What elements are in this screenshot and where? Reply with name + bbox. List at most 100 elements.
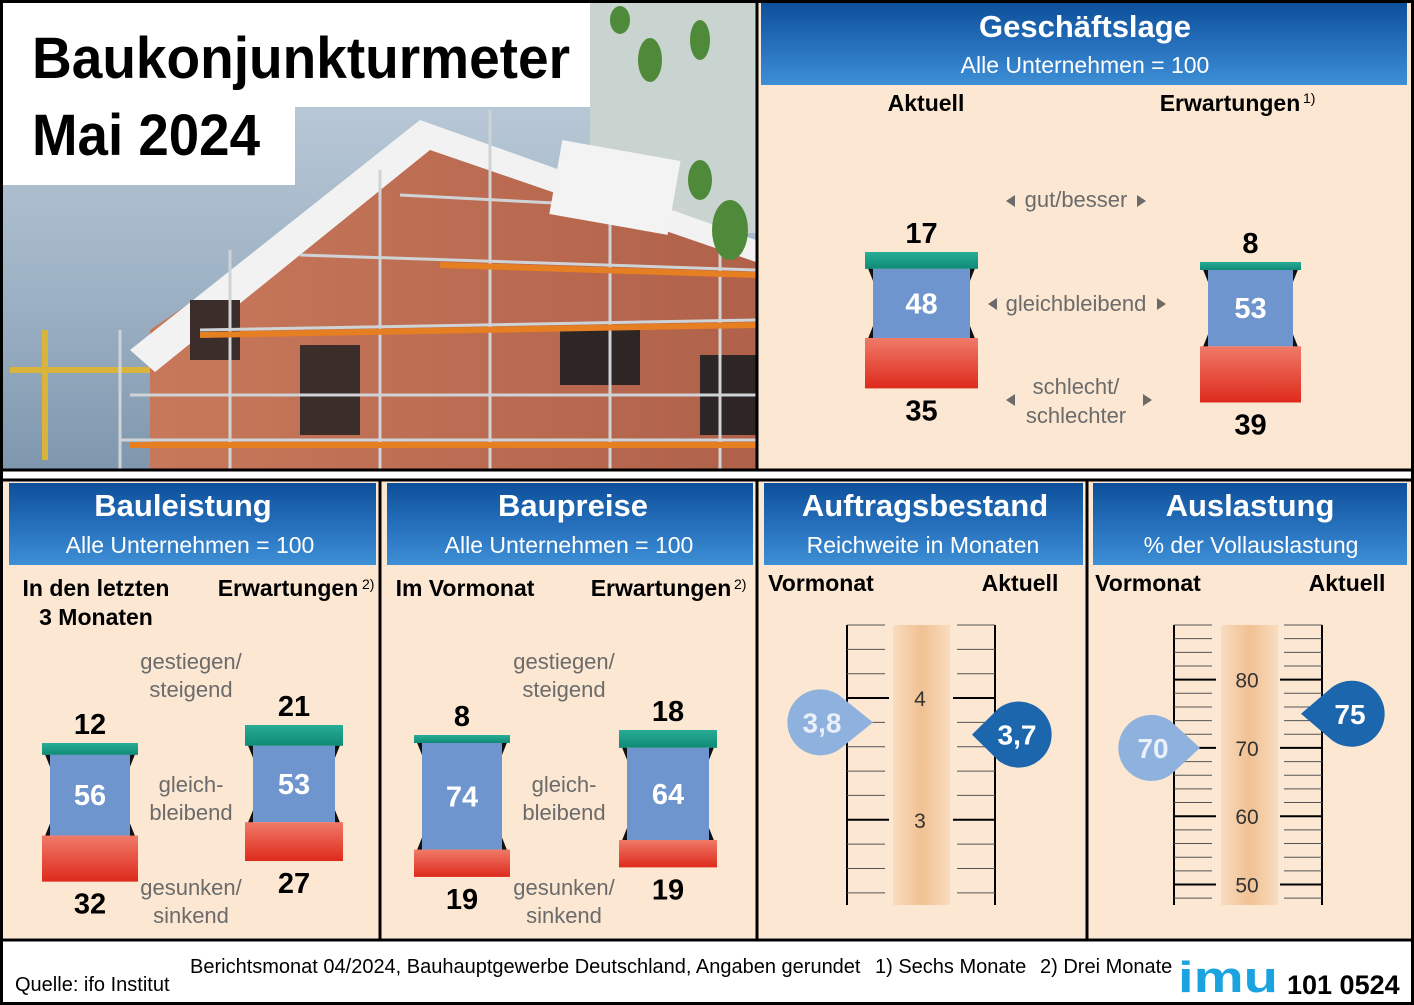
row-label-schlecht-1: schlecht/ bbox=[1033, 374, 1121, 399]
footnote-marker-2-baupreise: 2) bbox=[734, 576, 746, 592]
gauge-tick-label: 4 bbox=[914, 688, 926, 711]
bar-segment-mid bbox=[422, 743, 502, 850]
col-label-letzte-3-monate-1: In den letzten bbox=[23, 575, 170, 601]
subtitle-auftragsbestand: Reichweite in Monaten bbox=[807, 532, 1040, 558]
row-label-steigend: steigend bbox=[149, 677, 232, 702]
row-label-steigend-bp: steigend bbox=[522, 677, 605, 702]
gauge-marker-aktuell-drop bbox=[1301, 680, 1385, 747]
col-label-aktuell-auftrag: Aktuell bbox=[982, 570, 1059, 596]
bar-baupreise-1: 18 64 19 bbox=[619, 696, 717, 906]
value-label-mid: 64 bbox=[652, 779, 684, 811]
value-label-mid: 53 bbox=[278, 769, 310, 801]
footer-footnote-2: 2) Drei Monate bbox=[1040, 956, 1172, 978]
footer-footnote-1: 1) Sechs Monate bbox=[875, 956, 1026, 978]
gauge-tick-label: 70 bbox=[1235, 738, 1258, 761]
header-auftragsbestand: Auftragsbestand Reichweite in Monaten bbox=[764, 483, 1083, 565]
col-label-vormonat-auslastung: Vormonat bbox=[1095, 570, 1201, 596]
value-label-bottom: 19 bbox=[446, 884, 478, 916]
imu-logo: imu bbox=[1178, 953, 1278, 1002]
header-bauleistung: Bauleistung Alle Unternehmen = 100 bbox=[9, 483, 376, 565]
row-label-schlecht-2: schlechter bbox=[1026, 403, 1126, 428]
bar-segment-top bbox=[1200, 262, 1301, 270]
footer-source: Quelle: ifo Institut bbox=[15, 974, 170, 996]
gauge-marker-vormonat-value: 3,8 bbox=[803, 707, 842, 738]
bar-segment-bottom bbox=[865, 337, 978, 389]
bar-segment-top bbox=[42, 743, 138, 755]
row-label-bleibend-bp: bleibend bbox=[522, 800, 605, 825]
value-label-mid: 53 bbox=[1234, 293, 1266, 325]
col-label-vormonat-auftrag: Vormonat bbox=[768, 570, 874, 596]
value-label-top: 17 bbox=[905, 218, 937, 250]
row-label-gesunken: gesunken/ bbox=[140, 875, 242, 900]
bar-segment-top bbox=[414, 735, 510, 743]
col-label-aktuell-auslastung: Aktuell bbox=[1309, 570, 1386, 596]
header-geschaeftslage: Geschäftslage Alle Unternehmen = 100 bbox=[761, 3, 1407, 85]
col-label-aktuell: Aktuell bbox=[888, 90, 965, 116]
col-label-erwartungen-baupreise: Erwartungen bbox=[591, 575, 732, 601]
gauge-marker-vormonat-drop bbox=[1118, 714, 1200, 781]
bar-baupreise-0: 8 74 19 bbox=[414, 701, 510, 916]
title-geschaeftslage: Geschäftslage bbox=[979, 9, 1191, 44]
bar-segment-bottom bbox=[245, 822, 343, 862]
bar-segment-mid bbox=[873, 268, 970, 338]
title-box-upper bbox=[3, 3, 590, 107]
bar-segment-top bbox=[619, 730, 717, 748]
value-label-bottom: 27 bbox=[278, 868, 310, 900]
value-label-top: 8 bbox=[1242, 228, 1258, 260]
row-label-gleich-bp: gleich- bbox=[532, 772, 597, 797]
gauge-marker-aktuell-drop bbox=[972, 701, 1052, 768]
main-title: Baukonjunkturmeter bbox=[32, 26, 570, 91]
gauge-marker-vormonat-value: 70 bbox=[1137, 733, 1168, 764]
row-label-gestiegen: gestiegen/ bbox=[140, 649, 242, 674]
value-label-bottom: 35 bbox=[905, 395, 937, 427]
bar-geschaeftslage-1: 8 53 39 bbox=[1200, 228, 1301, 441]
bar-segment-top bbox=[245, 725, 343, 746]
value-label-top: 12 bbox=[74, 709, 106, 741]
value-label-mid: 48 bbox=[905, 288, 937, 320]
col-label-erwartungen-bauleistung: Erwartungen bbox=[218, 575, 359, 601]
gauge-charts: 4 3 3,8 3,7 80 70 60 50 70 75 bbox=[787, 624, 1385, 905]
value-label-bottom: 32 bbox=[74, 889, 106, 921]
value-label-bottom: 19 bbox=[652, 874, 684, 906]
gauge-marker-vormonat-drop bbox=[787, 689, 873, 756]
title-auslastung: Auslastung bbox=[1166, 488, 1335, 523]
bar-segment-top bbox=[865, 252, 978, 269]
footnote-marker-1: 1) bbox=[1303, 90, 1315, 106]
row-label-gleichbleibend: gleichbleibend bbox=[1006, 291, 1147, 316]
graphic-code: 101 0524 bbox=[1287, 970, 1400, 1000]
footer-note: Berichtsmonat 04/2024, Bauhauptgewerbe D… bbox=[190, 956, 861, 978]
gauge-tick-label: 3 bbox=[914, 810, 926, 833]
gauge-marker-aktuell-value: 3,7 bbox=[998, 720, 1037, 751]
value-label-top: 18 bbox=[652, 696, 684, 728]
title-auftragsbestand: Auftragsbestand bbox=[802, 488, 1048, 523]
bar-segment-bottom bbox=[1200, 346, 1301, 403]
bar-segment-bottom bbox=[42, 835, 138, 882]
subtitle-geschaeftslage: Alle Unternehmen = 100 bbox=[961, 52, 1210, 78]
row-label-sinkend-bp: sinkend bbox=[526, 903, 602, 928]
footnote-marker-2-bauleistung: 2) bbox=[362, 576, 374, 592]
gauge-strip bbox=[893, 625, 950, 905]
row-label-sinkend: sinkend bbox=[153, 903, 229, 928]
header-baupreise: Baupreise Alle Unternehmen = 100 bbox=[387, 483, 753, 565]
title-box-lower bbox=[3, 107, 295, 185]
value-label-mid: 74 bbox=[446, 781, 478, 813]
bar-charts: 17 48 35 8 53 39 12 56 32 21 53 27 8 74 19 18 64 19 bbox=[42, 218, 1301, 921]
bar-segment-mid bbox=[1208, 270, 1293, 347]
header-auslastung: Auslastung % der Vollauslastung bbox=[1093, 483, 1407, 565]
bar-bauleistung-1: 21 53 27 bbox=[245, 691, 343, 900]
bar-segment-bottom bbox=[414, 849, 510, 877]
value-label-mid: 56 bbox=[74, 780, 106, 812]
gauge-auslastung: 80 70 60 50 70 75 bbox=[1118, 624, 1385, 905]
value-label-top: 8 bbox=[454, 701, 470, 733]
subtitle-bauleistung: Alle Unternehmen = 100 bbox=[66, 532, 315, 558]
gauge-tick-label: 50 bbox=[1235, 875, 1258, 898]
bar-geschaeftslage-0: 17 48 35 bbox=[865, 218, 978, 427]
subtitle-baupreise: Alle Unternehmen = 100 bbox=[445, 532, 694, 558]
gauge-strip bbox=[1221, 625, 1278, 905]
gauge-tick-label: 60 bbox=[1235, 806, 1258, 829]
value-label-top: 21 bbox=[278, 691, 310, 723]
col-label-letzte-3-monate-2: 3 Monaten bbox=[39, 604, 153, 630]
title-bauleistung: Bauleistung bbox=[94, 488, 271, 523]
